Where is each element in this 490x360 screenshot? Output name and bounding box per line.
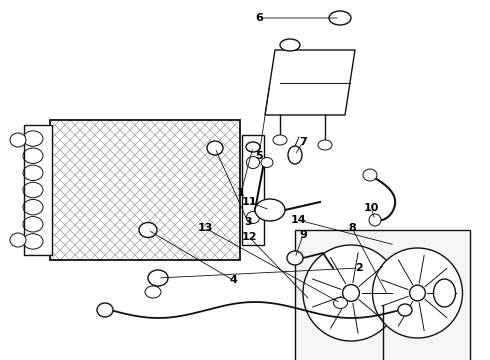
Text: 2: 2 (355, 263, 363, 273)
Text: 13: 13 (197, 223, 213, 233)
Ellipse shape (97, 303, 113, 317)
Text: 14: 14 (290, 215, 306, 225)
Text: 8: 8 (348, 223, 356, 233)
Ellipse shape (10, 133, 26, 147)
Ellipse shape (273, 135, 287, 145)
Ellipse shape (255, 199, 285, 221)
Bar (295, 230, 470, 360)
Ellipse shape (10, 233, 26, 247)
Ellipse shape (246, 157, 260, 168)
Ellipse shape (334, 297, 347, 309)
Ellipse shape (372, 248, 463, 338)
Text: 10: 10 (363, 203, 379, 213)
Ellipse shape (410, 285, 425, 301)
Text: 12: 12 (241, 232, 257, 242)
Ellipse shape (434, 279, 456, 307)
Text: 6: 6 (255, 13, 263, 23)
Ellipse shape (207, 141, 223, 155)
Text: 9: 9 (299, 230, 307, 240)
Ellipse shape (318, 140, 332, 150)
Bar (50, 120, 240, 260)
Ellipse shape (145, 286, 161, 298)
Ellipse shape (363, 169, 377, 181)
Text: 11: 11 (241, 197, 257, 207)
Ellipse shape (329, 11, 351, 25)
Ellipse shape (139, 222, 157, 238)
Text: 7: 7 (299, 137, 307, 147)
Ellipse shape (246, 211, 260, 224)
Ellipse shape (343, 285, 359, 301)
Text: 1: 1 (237, 188, 245, 198)
Ellipse shape (369, 214, 381, 226)
Bar (24, 125, 52, 255)
Polygon shape (265, 50, 355, 115)
Text: 5: 5 (255, 151, 263, 161)
Ellipse shape (398, 304, 412, 316)
Text: 3: 3 (244, 217, 252, 227)
Bar (242, 135, 264, 245)
Ellipse shape (280, 39, 300, 51)
Ellipse shape (287, 251, 303, 265)
Ellipse shape (261, 158, 273, 167)
Ellipse shape (148, 270, 168, 286)
Ellipse shape (288, 146, 302, 164)
Ellipse shape (303, 245, 399, 341)
Text: 4: 4 (229, 275, 237, 285)
Ellipse shape (246, 142, 260, 152)
